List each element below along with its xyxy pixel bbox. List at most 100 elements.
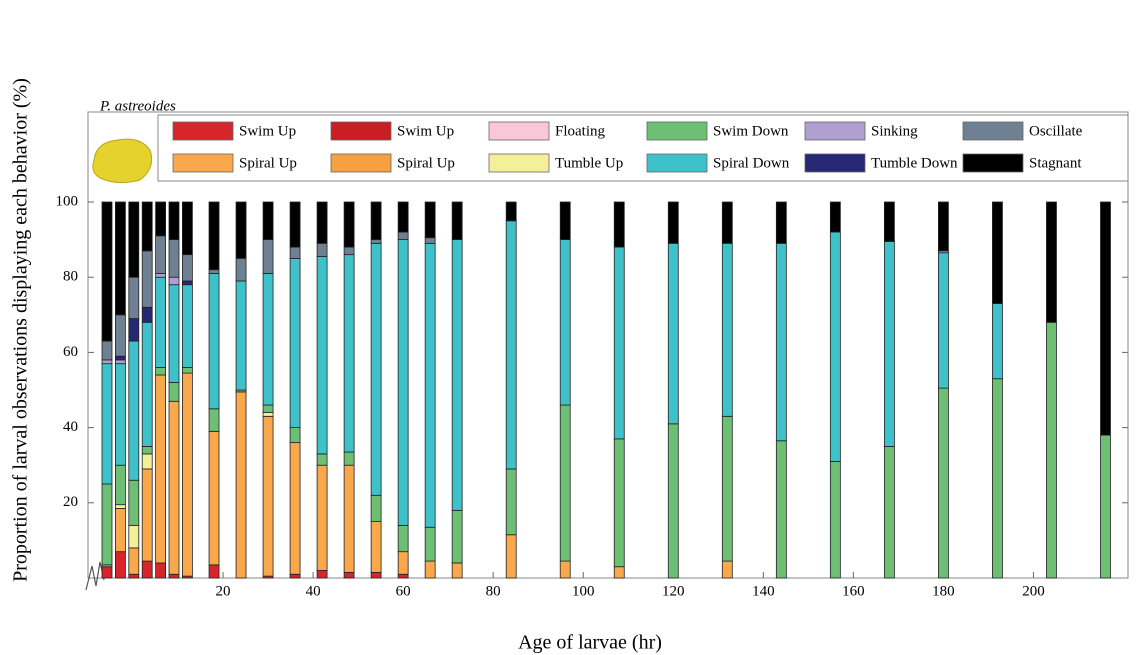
bar-segment [424, 201, 436, 239]
bar-segment [992, 303, 1003, 380]
bar-segment [343, 246, 355, 256]
bar-segment [262, 273, 274, 406]
legend-swatch [962, 121, 1024, 141]
bar-segment [128, 340, 140, 481]
bar-segment [128, 276, 140, 319]
bar-segment [181, 367, 193, 374]
bar-segment [168, 201, 180, 240]
bar-segment [1046, 321, 1057, 579]
bar-segment [992, 201, 1003, 304]
bar-segment [343, 254, 355, 453]
bar-segment [115, 508, 126, 553]
bar-segment [101, 566, 113, 579]
bar-segment [775, 440, 787, 579]
bar-segment [316, 242, 328, 257]
bar-segment [115, 504, 126, 509]
bar-segment [883, 445, 895, 579]
y-tick-label: 40 [63, 419, 78, 435]
bar-segment [667, 201, 679, 244]
bar-segment [559, 239, 571, 406]
bar-segment [316, 201, 328, 244]
y-axis-label: Proportion of larval observations displa… [10, 78, 32, 582]
coral-icon [92, 138, 153, 184]
bar-segment [289, 257, 301, 428]
bar-segment [505, 201, 517, 222]
x-axis-label: Age of larvae (hr) [518, 632, 662, 654]
bar-segment [451, 509, 463, 564]
bar-segment [141, 201, 153, 252]
bar-segment [141, 468, 153, 562]
legend-label: Stagnant [1029, 155, 1082, 171]
bar-segment [141, 453, 153, 470]
bar-segment [667, 242, 679, 425]
plot-frame [87, 111, 1129, 579]
x-tick-label: 100 [572, 583, 595, 599]
bar-segment [262, 404, 274, 413]
bar-segment [370, 521, 382, 573]
bar-segment [370, 201, 382, 240]
bar-segment [721, 201, 733, 244]
bar-segment [128, 547, 140, 575]
bar-segment [451, 562, 463, 579]
bar-segment [141, 445, 153, 455]
x-tick-label: 180 [932, 583, 955, 599]
bar-segment [992, 378, 1003, 579]
bar-segment [289, 442, 301, 575]
bar-segment [559, 404, 571, 562]
bar-segment [1100, 201, 1111, 436]
bar-segment [559, 560, 571, 579]
bar-segment [208, 408, 220, 432]
bar-segment [424, 242, 436, 528]
legend-swatch [804, 121, 866, 141]
bar-segment [262, 412, 274, 417]
legend-label: Spiral Down [713, 155, 790, 171]
bar-segment [208, 430, 220, 566]
bar-segment [168, 239, 180, 278]
bar-segment [128, 524, 140, 549]
y-tick-label: 80 [63, 269, 78, 285]
legend-swatch [488, 121, 550, 141]
bar-segment [505, 468, 517, 536]
bar-segment [181, 372, 193, 577]
bar-segment [235, 391, 247, 579]
bar-segment [370, 494, 382, 522]
bar-segment [115, 355, 126, 361]
x-tick-label: 140 [752, 583, 775, 599]
bar-segment [505, 534, 517, 579]
bar-segment [181, 280, 193, 286]
legend-label: Spiral Up [397, 155, 455, 171]
bar-segment [168, 284, 180, 383]
bar-segment [289, 573, 301, 579]
bar-segment [721, 560, 733, 579]
bar-segment [883, 241, 895, 447]
bar-segment [141, 250, 153, 308]
bar-segment [155, 374, 167, 564]
x-tick-label: 60 [396, 583, 411, 599]
legend-swatch [330, 121, 392, 141]
bar-segment [938, 201, 949, 252]
bar-segment [343, 464, 355, 573]
bar-segment [235, 280, 247, 391]
bar-segment [397, 573, 409, 579]
bar-segment [343, 201, 355, 248]
legend-swatch [646, 121, 708, 141]
bar-segment [316, 256, 328, 455]
bar-segment [1046, 201, 1057, 323]
bar-segment [101, 340, 113, 361]
bar-segment [155, 367, 167, 376]
bar-segment [115, 363, 126, 466]
legend-swatch [646, 153, 708, 173]
bar-segment [101, 201, 113, 342]
bar-segment [128, 201, 140, 278]
bar-segment [829, 231, 841, 462]
bar-segment [141, 321, 153, 447]
bar-segment [613, 438, 625, 568]
legend-swatch [172, 121, 234, 141]
bar-segment [775, 201, 787, 244]
axis-break [85, 561, 105, 591]
bar-segment [938, 252, 949, 389]
legend-swatch [330, 153, 392, 173]
bar-segment [316, 570, 328, 579]
y-tick-label: 60 [63, 344, 78, 360]
